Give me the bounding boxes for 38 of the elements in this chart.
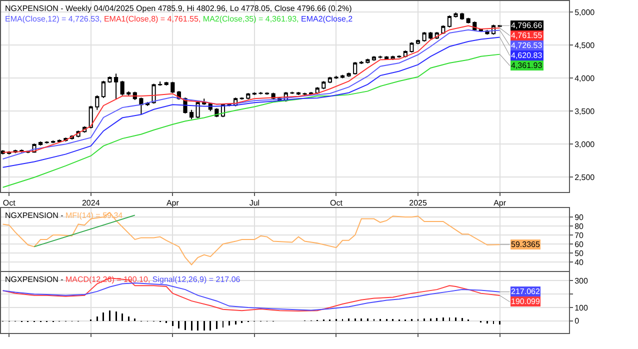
x-tick-label: 2025 [409, 198, 428, 208]
data-label: 4,361.93 [511, 61, 543, 70]
y-tick-label: 5,000 [574, 8, 596, 18]
x-tick-label: Apr [166, 198, 180, 208]
text: EMA(Close,12) = 4,726.53, [5, 14, 102, 24]
data-label: 4,620.83 [511, 51, 543, 60]
data-label: 190.099 [511, 297, 540, 306]
y-tick-label: 3,000 [574, 140, 596, 149]
y-tick-label: 2,500 [574, 172, 596, 182]
x-tick-label: Oct [2, 198, 16, 208]
text: EMA1(Close,8) = 4,761.55, [104, 14, 201, 24]
x-tick-label: 2024 [82, 198, 100, 208]
y-tick-label: 3,500 [574, 106, 596, 116]
y-tick-label: 70 [574, 230, 584, 240]
data-label: 217.062 [511, 287, 540, 296]
y-tick-label: 90 [574, 212, 584, 222]
x-tick-label: Apr [494, 198, 506, 208]
y-tick-label: 0 [574, 316, 580, 326]
y-tick-label: 80 [574, 222, 584, 231]
x-tick-label: Oct [330, 198, 344, 208]
y-tick-label: 40 [574, 258, 584, 267]
x-tick-label: Jul [249, 198, 260, 208]
y-tick-label: 300 [574, 276, 588, 286]
text: MA2(Close,35) = 4,361.93, [202, 14, 299, 24]
chart-title: NGXPENSION - [5, 211, 64, 220]
chart-title: NGXPENSION - [5, 275, 64, 284]
text: EMA2(Close,2 [300, 14, 354, 24]
data-label: 4,726.53 [511, 41, 543, 50]
chart-title: NGXPENSION - Weekly 04/04/2025 Open 4785.9, Hi 4802.96, Lo 4778.05, Close 4796.66 (0.2%) [5, 4, 352, 13]
y-tick-label: 4,000 [574, 74, 596, 83]
y-tick-label: 60 [574, 240, 584, 249]
series-label: Signal(12,26,9) = 217.06 [152, 275, 241, 284]
data-label: 4,761.55 [511, 31, 543, 40]
data-label: 59.3365 [511, 240, 540, 249]
text: 4,796.66 [511, 21, 542, 30]
y-tick-label: 4,500 [574, 41, 596, 50]
y-tick-label: 50 [574, 248, 584, 258]
y-tick-label: 100 [574, 303, 588, 312]
